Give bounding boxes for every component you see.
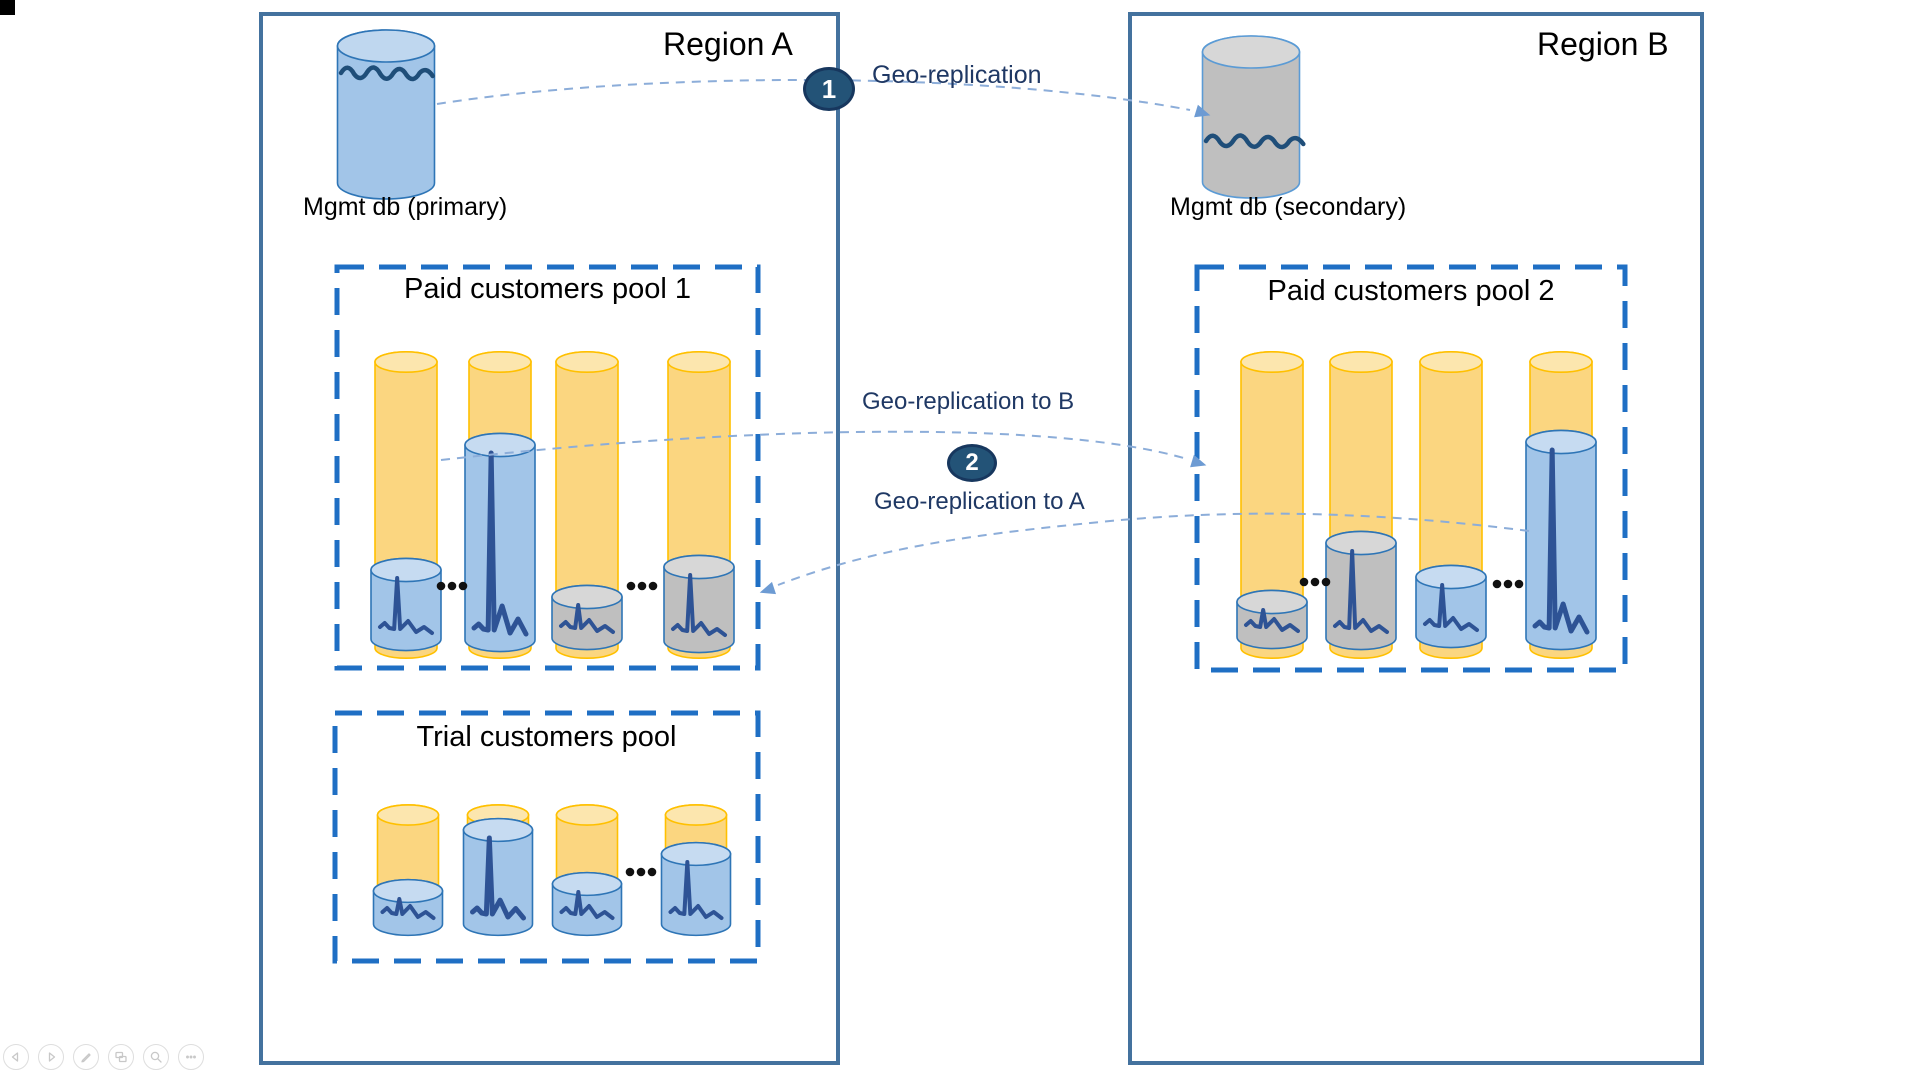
more-options-button[interactable]: [178, 1044, 204, 1070]
geo-replication-label: Geo-replication: [872, 61, 1042, 89]
screen-corner-artifact: [0, 0, 15, 15]
more-options-icon: [186, 1055, 196, 1059]
step-1-badge: 1: [803, 67, 855, 111]
paid-pool-1-title: Paid customers pool 1: [404, 273, 691, 305]
zoom-button[interactable]: [143, 1044, 169, 1070]
geo-replication-to-b-label: Geo-replication to B: [862, 388, 1075, 415]
mgmt-db-primary-label: Mgmt db (primary): [303, 193, 508, 221]
pen-icon: [81, 1053, 91, 1063]
zoom-icon: [150, 1051, 162, 1063]
next-slide-icon: [48, 1052, 56, 1062]
paid-pool-2-title: Paid customers pool 2: [1267, 275, 1555, 307]
previous-slide-icon: [11, 1052, 19, 1062]
region-b-title: Region B: [1537, 26, 1669, 62]
pen-button[interactable]: [73, 1044, 99, 1070]
all-slides-button[interactable]: [108, 1044, 134, 1070]
previous-slide-button[interactable]: [3, 1044, 29, 1070]
region-a-box: [259, 12, 840, 1065]
mgmt-db-secondary-label: Mgmt db (secondary): [1170, 193, 1407, 221]
geo-replication-to-a-label: Geo-replication to A: [874, 488, 1085, 515]
next-slide-button[interactable]: [38, 1044, 64, 1070]
all-slides-icon: [115, 1051, 127, 1063]
region-a-title: Region A: [663, 26, 793, 62]
step-2-badge: 2: [947, 444, 997, 482]
region-b-box: [1128, 12, 1704, 1065]
presenter-toolbar: [3, 1044, 204, 1070]
trial-pool-title: Trial customers pool: [416, 721, 677, 753]
